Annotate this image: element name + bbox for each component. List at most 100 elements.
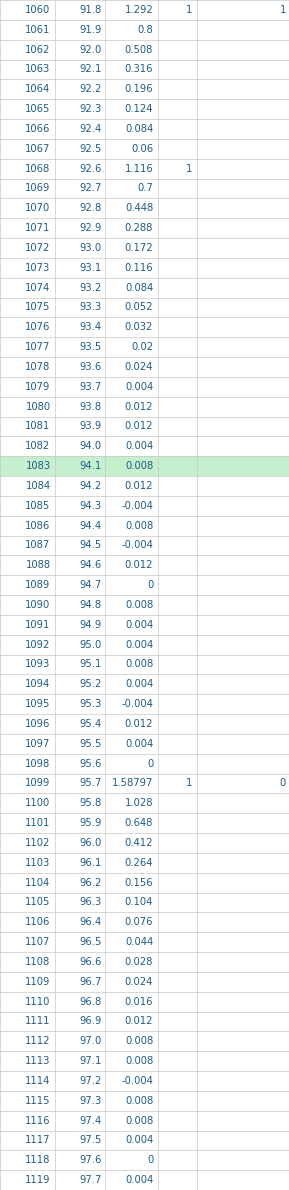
Text: 1105: 1105 — [25, 897, 51, 908]
Text: 95.8: 95.8 — [79, 798, 102, 808]
Bar — [0, 298, 289, 318]
Text: 0.004: 0.004 — [125, 620, 153, 630]
Bar — [0, 515, 289, 536]
Text: 93.6: 93.6 — [79, 362, 102, 372]
Bar — [0, 1012, 289, 1032]
Text: 1070: 1070 — [25, 203, 51, 213]
Bar — [0, 1032, 289, 1051]
Text: 0.012: 0.012 — [125, 421, 153, 432]
Text: 0.024: 0.024 — [125, 362, 153, 372]
Bar — [0, 952, 289, 972]
Text: 0.448: 0.448 — [125, 203, 153, 213]
Text: 1098: 1098 — [25, 758, 51, 769]
Text: 0.004: 0.004 — [125, 382, 153, 392]
Text: 96.5: 96.5 — [79, 937, 102, 947]
Bar — [0, 39, 289, 60]
Text: 94.5: 94.5 — [79, 540, 102, 551]
Text: 92.7: 92.7 — [79, 183, 102, 194]
Text: 0.7: 0.7 — [137, 183, 153, 194]
Text: 92.5: 92.5 — [79, 144, 102, 154]
Text: 94.8: 94.8 — [79, 600, 102, 610]
Text: 0.008: 0.008 — [125, 1115, 153, 1126]
Text: 1077: 1077 — [25, 342, 51, 352]
Text: 94.7: 94.7 — [79, 580, 102, 590]
Text: 96.3: 96.3 — [79, 897, 102, 908]
Bar — [0, 615, 289, 634]
Text: 1092: 1092 — [25, 639, 51, 650]
Bar — [0, 357, 289, 377]
Text: 0.012: 0.012 — [125, 401, 153, 412]
Bar — [0, 1130, 289, 1151]
Text: 0.008: 0.008 — [125, 1096, 153, 1106]
Bar — [0, 575, 289, 595]
Bar — [0, 753, 289, 774]
Text: 95.4: 95.4 — [79, 719, 102, 729]
Bar — [0, 238, 289, 258]
Text: 95.1: 95.1 — [79, 659, 102, 670]
Text: 95.9: 95.9 — [79, 818, 102, 828]
Text: 91.8: 91.8 — [79, 5, 102, 15]
Bar — [0, 0, 289, 20]
Text: 0.016: 0.016 — [125, 996, 153, 1007]
Bar — [0, 654, 289, 675]
Text: 93.9: 93.9 — [79, 421, 102, 432]
Text: 1113: 1113 — [25, 1056, 51, 1066]
Bar — [0, 1071, 289, 1091]
Text: 1066: 1066 — [25, 124, 51, 134]
Text: 0.004: 0.004 — [125, 1175, 153, 1185]
Text: 95.7: 95.7 — [79, 778, 102, 789]
Bar — [0, 1091, 289, 1110]
Bar — [0, 675, 289, 694]
Text: 1076: 1076 — [25, 322, 51, 332]
Text: 1074: 1074 — [25, 282, 51, 293]
Text: 93.5: 93.5 — [79, 342, 102, 352]
Text: 1078: 1078 — [25, 362, 51, 372]
Bar — [0, 178, 289, 199]
Text: -0.004: -0.004 — [121, 501, 153, 511]
Bar — [0, 991, 289, 1012]
Text: 0.012: 0.012 — [125, 481, 153, 491]
Text: 1062: 1062 — [25, 44, 51, 55]
Bar — [0, 318, 289, 337]
Text: 0.06: 0.06 — [131, 144, 153, 154]
Text: -0.004: -0.004 — [121, 699, 153, 709]
Text: 96.6: 96.6 — [79, 957, 102, 967]
Text: 0.044: 0.044 — [125, 937, 153, 947]
Text: 0.012: 0.012 — [125, 560, 153, 570]
Text: 0.004: 0.004 — [125, 739, 153, 749]
Text: 1118: 1118 — [25, 1155, 51, 1165]
Text: 97.4: 97.4 — [79, 1115, 102, 1126]
Text: 95.0: 95.0 — [79, 639, 102, 650]
Text: 1104: 1104 — [25, 877, 51, 888]
Text: 1101: 1101 — [25, 818, 51, 828]
Text: 0.052: 0.052 — [125, 302, 153, 313]
Text: 1081: 1081 — [25, 421, 51, 432]
Bar — [0, 1170, 289, 1190]
Text: 1064: 1064 — [25, 84, 51, 94]
Text: 0.008: 0.008 — [125, 1036, 153, 1046]
Text: 1093: 1093 — [25, 659, 51, 670]
Text: -0.004: -0.004 — [121, 540, 153, 551]
Text: 1069: 1069 — [25, 183, 51, 194]
Bar — [0, 833, 289, 853]
Text: 92.9: 92.9 — [79, 223, 102, 233]
Text: 96.7: 96.7 — [79, 977, 102, 987]
Bar — [0, 99, 289, 119]
Text: 0.196: 0.196 — [125, 84, 153, 94]
Text: 0.004: 0.004 — [125, 679, 153, 689]
Text: 1089: 1089 — [25, 580, 51, 590]
Text: 97.6: 97.6 — [79, 1155, 102, 1165]
Text: 1112: 1112 — [25, 1036, 51, 1046]
Text: 0.156: 0.156 — [125, 877, 153, 888]
Text: 1086: 1086 — [25, 520, 51, 531]
Bar — [0, 456, 289, 476]
Text: -0.004: -0.004 — [121, 1076, 153, 1086]
Bar — [0, 199, 289, 218]
Text: 1083: 1083 — [25, 461, 51, 471]
Text: 96.8: 96.8 — [79, 996, 102, 1007]
Text: 1110: 1110 — [25, 996, 51, 1007]
Text: 0.004: 0.004 — [125, 441, 153, 451]
Text: 93.0: 93.0 — [79, 243, 102, 253]
Bar — [0, 853, 289, 872]
Text: 1117: 1117 — [25, 1135, 51, 1146]
